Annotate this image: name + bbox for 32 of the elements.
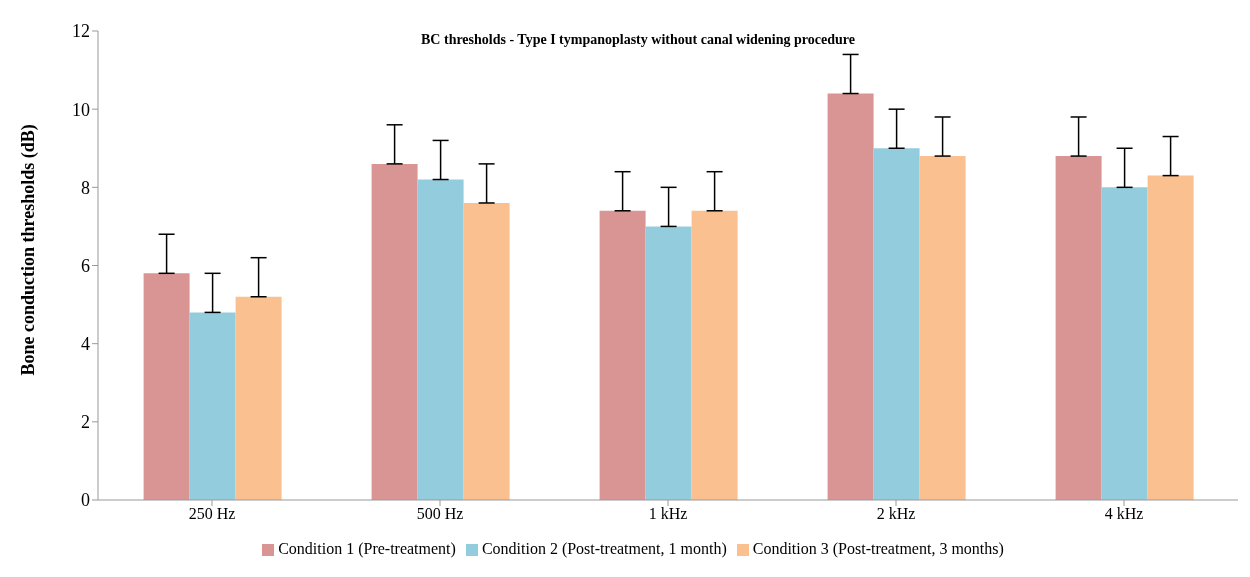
y-tick-label: 12 [72, 21, 90, 42]
bar [1101, 187, 1148, 500]
bar [463, 202, 510, 500]
bar [919, 156, 966, 500]
bar [645, 226, 692, 500]
bar [599, 210, 646, 500]
bar [143, 273, 190, 500]
chart-title: BC thresholds - Type I tympanoplasty without canal widening procedure [420, 32, 856, 48]
bar [417, 179, 464, 500]
y-tick-label: 6 [81, 255, 90, 276]
x-tick-label: 250 Hz [188, 505, 236, 523]
bar [371, 163, 418, 500]
y-tick-label: 10 [72, 99, 90, 120]
y-tick-label: 8 [81, 177, 90, 198]
x-tick-label: 500 Hz [416, 505, 464, 523]
x-tick-label: 2 kHz [876, 505, 916, 523]
legend-label: Condition 2 (Post-treatment, 1 month) [481, 540, 727, 557]
bar [1055, 156, 1102, 500]
bar [189, 312, 236, 500]
y-tick-label: 2 [81, 412, 90, 433]
legend-label: Condition 3 (Post-treatment, 3 months) [752, 540, 1004, 557]
x-tick-label: 1 kHz [648, 505, 688, 523]
bar [827, 93, 874, 500]
bar [873, 148, 920, 500]
y-tick-label: 4 [81, 334, 90, 355]
legend-label: Condition 1 (Pre-treatment) [278, 540, 456, 557]
y-tick-label: 0 [81, 490, 90, 511]
bar [235, 296, 282, 500]
x-tick-label: 4 kHz [1104, 505, 1144, 523]
bar [691, 210, 738, 500]
y-axis-title: Bone conduction thresholds (dB) [18, 124, 40, 376]
bar [1147, 175, 1194, 500]
